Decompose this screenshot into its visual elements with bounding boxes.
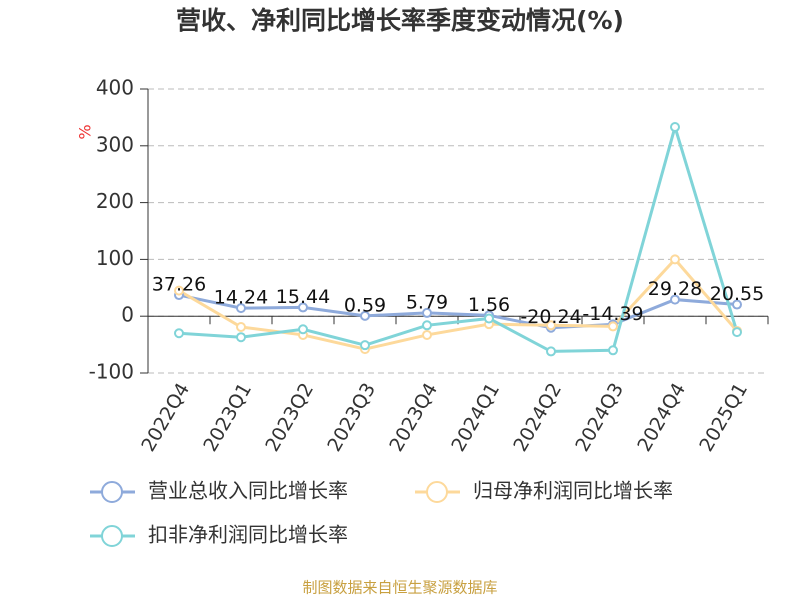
series-line: [178, 293, 738, 330]
point: [546, 346, 556, 357]
x-tick-label: 2025Q1: [695, 379, 752, 455]
data-label: -14.39: [582, 303, 643, 325]
point: [422, 320, 432, 331]
data-label: 5.79: [406, 291, 448, 313]
series-line: [178, 257, 739, 351]
point: [174, 285, 184, 296]
point: [608, 345, 618, 356]
point: [298, 302, 308, 313]
point: [298, 324, 308, 335]
point: [546, 320, 556, 331]
x-tick-label: 2023Q3: [323, 379, 380, 455]
x-tick-label: 2024Q4: [633, 379, 690, 455]
point: [236, 321, 246, 332]
y-tick-label: 0: [121, 303, 134, 327]
legend-marker: [101, 525, 123, 547]
point: [670, 294, 680, 305]
legend-marker: [101, 481, 123, 503]
data-label: -20.24: [520, 306, 581, 328]
point: [732, 299, 742, 310]
y-tick-label: -100: [89, 360, 134, 384]
x-tick-label: 2023Q1: [199, 379, 256, 455]
x-tick-label: 2023Q2: [261, 379, 318, 455]
legend-marker: [426, 481, 448, 503]
data-label: 15.44: [276, 286, 330, 308]
point: [732, 327, 742, 338]
chart-title: 营收、净利同比增长率季度变动情况(%): [176, 6, 624, 35]
source: 制图数据来自恒生聚源数据库: [302, 579, 497, 597]
legend-label: 营业总收入同比增长率: [148, 479, 348, 503]
point: [236, 303, 246, 314]
y-axis-label: %: [76, 124, 95, 139]
data-label: 29.28: [648, 278, 702, 300]
point: [236, 332, 246, 343]
x-tick-label: 2024Q2: [509, 379, 566, 455]
point: [360, 310, 370, 321]
point: [484, 313, 494, 324]
data-label: 20.55: [710, 283, 764, 305]
x-tick-label: 2023Q4: [385, 379, 442, 455]
point: [670, 254, 680, 265]
y-tick-label: 400: [96, 76, 134, 100]
point: [422, 329, 432, 340]
data-label: 1.56: [468, 294, 510, 316]
y-tick-label: 300: [96, 132, 134, 156]
point: [608, 321, 618, 332]
y-tick-label: 100: [96, 246, 134, 270]
x-tick-label: 2024Q3: [571, 379, 628, 455]
data-label: 14.24: [214, 287, 268, 309]
point: [360, 340, 370, 351]
x-tick-label: 2022Q4: [137, 379, 194, 455]
point: [422, 307, 432, 318]
series-line: [178, 121, 739, 353]
data-label: 0.59: [344, 294, 386, 316]
legend-label: 归母净利润同比增长率: [473, 479, 673, 503]
x-tick-label: 2024Q1: [447, 379, 504, 455]
point: [670, 122, 680, 133]
y-tick-label: 200: [96, 189, 134, 213]
point: [174, 328, 184, 339]
legend-label: 扣非净利润同比增长率: [148, 523, 348, 547]
data-label: 37.26: [152, 274, 206, 296]
